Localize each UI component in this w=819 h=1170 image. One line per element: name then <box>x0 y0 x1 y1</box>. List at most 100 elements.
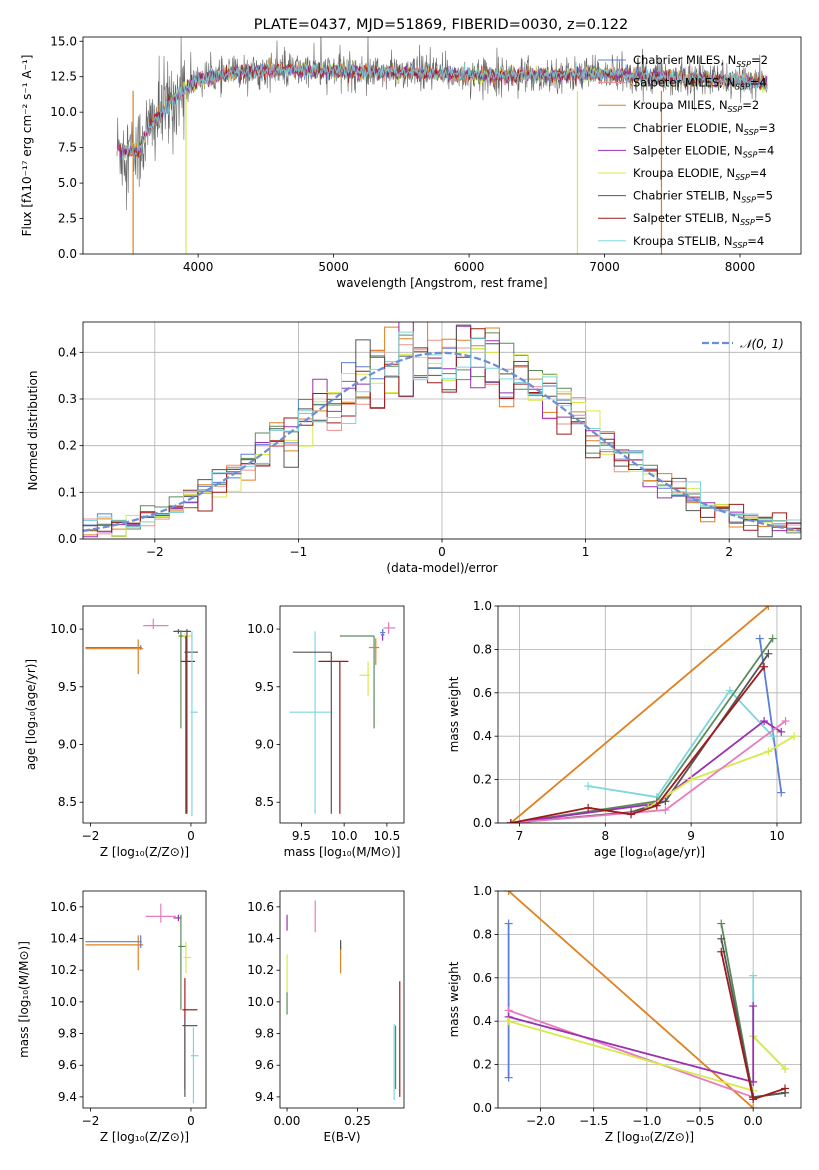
axes-age_vs_Z: −2 0 8.5 9.0 9.5 10.0 Z [log₁₀(Z/Z⊙)] age [log₁… <box>24 605 207 859</box>
y-tick-label: 0.0 <box>473 816 492 830</box>
y-axis-label: age [log₁₀(age/yr)] <box>24 659 38 770</box>
spectrum-line-kroupa_stelib <box>121 58 768 159</box>
weight-line-kroupa_elodie <box>647 735 795 809</box>
histogram-salpeter_stelib <box>83 328 801 539</box>
plot-area-mass_vs_Z <box>85 903 199 1104</box>
y-tick-label: 9.6 <box>58 1058 77 1072</box>
y-tick-label: 10.2 <box>50 963 77 977</box>
weight-line-kroupa_miles <box>510 606 769 823</box>
x-tick-label: −2 <box>82 829 100 843</box>
plot-area-weight_vs_age <box>506 606 799 823</box>
legend-entry: Kroupa STELIB, NSSP=4 <box>633 234 764 250</box>
y-tick-label: 9.0 <box>58 738 77 752</box>
legend-entry: Salpeter MILES, NSSP=4 <box>633 76 767 92</box>
weight-line-salpeter_elodie <box>508 1016 754 1083</box>
axes-residuals: −2 −1 0 1 2 0.0 0.1 0.2 0.3 0.4 (data-model)/error… <box>26 321 802 575</box>
x-tick-label: −1.0 <box>632 1114 661 1128</box>
y-tick-label: 0.0 <box>58 247 77 261</box>
y-tick-label: 10.0 <box>50 105 77 119</box>
y-tick-label: 10.0 <box>247 622 274 636</box>
x-tick-label: −1.5 <box>579 1114 608 1128</box>
figure-title: PLATE=0437, MJD=51869, FIBERID=0030, z=0… <box>254 17 628 33</box>
y-tick-label: 9.6 <box>255 1058 274 1072</box>
weight-line-salpeter_elodie <box>510 719 782 823</box>
y-tick-label: 1.0 <box>473 884 492 898</box>
x-tick-label: −2 <box>82 1114 100 1128</box>
y-tick-label: 0.1 <box>58 485 77 499</box>
y-tick-label: 9.5 <box>58 680 77 694</box>
axes-age_vs_mass: 9.5 10.0 10.5 8.5 9.0 9.5 10.0 mass [log₁₀(M/M⊙… <box>247 605 405 859</box>
y-tick-label: 9.8 <box>255 1027 274 1041</box>
x-tick-label: 7 <box>516 829 524 843</box>
x-tick-label: −0.5 <box>685 1114 714 1128</box>
axes-frame <box>279 605 405 824</box>
legend-entry: 𝒩(0, 1) <box>740 337 784 351</box>
y-tick-label: 0.4 <box>58 345 77 359</box>
y-tick-label: 10.2 <box>247 963 274 977</box>
y-tick-label: 8.5 <box>255 795 274 809</box>
y-tick-label: 9.8 <box>58 1027 77 1041</box>
axes-spectrum: 4000 5000 6000 7000 8000 0.0 2.5 5.0 7.5 10.0 12.5… <box>20 34 802 290</box>
y-tick-label: 0.4 <box>473 1014 492 1028</box>
axes-frame <box>497 605 802 824</box>
y-tick-label: 0.6 <box>473 686 492 700</box>
x-axis-label: E(B-V) <box>323 1130 360 1144</box>
legend-entry: Chabrier STELIB, NSSP=5 <box>633 189 773 205</box>
x-axis-label: wavelength [Angstrom, rest frame] <box>336 276 547 290</box>
legend-entry: Salpeter ELODIE, NSSP=4 <box>633 143 774 159</box>
x-tick-label: 1 <box>582 545 590 559</box>
y-tick-label: 12.5 <box>50 70 77 84</box>
axes-frame <box>82 605 207 824</box>
x-axis-label: age [log₁₀(age/yr)] <box>594 845 705 859</box>
axes-mass_vs_Z: −2 0 9.4 9.6 9.8 10.0 10.2 10.4 10.6 Z [log₁₀(Z/Z… <box>17 890 207 1144</box>
x-tick-label: 10 <box>769 829 784 843</box>
x-tick-label: 9 <box>687 829 695 843</box>
axes-frame <box>82 890 207 1109</box>
y-tick-label: 10.4 <box>50 932 77 946</box>
x-tick-label: 2 <box>725 545 733 559</box>
x-tick-label: 10.0 <box>331 829 358 843</box>
x-axis-label: (data-model)/error <box>386 561 497 575</box>
legend-entry: Chabrier MILES, NSSP=2 <box>633 53 768 69</box>
histogram-legend: 𝒩(0, 1) <box>702 337 784 351</box>
legend-entry: Kroupa MILES, NSSP=2 <box>633 98 759 114</box>
y-axis-label: mass [log₁₀(M/M⊙)] <box>17 941 31 1058</box>
legend-entry: Salpeter STELIB, NSSP=5 <box>633 211 772 227</box>
weight-line-kroupa_elodie <box>752 1035 786 1070</box>
weight-line-kroupa_stelib <box>752 975 786 1070</box>
y-tick-label: 2.5 <box>58 212 77 226</box>
spectrum-legend: Chabrier MILES, NSSP=2 Salpeter MILES, NS… <box>598 53 775 250</box>
x-axis-label: mass [log₁₀(M/M⊙)] <box>284 845 401 859</box>
legend-entry: Kroupa ELODIE, NSSP=4 <box>633 166 767 182</box>
weight-line-pink <box>508 1009 754 1099</box>
y-tick-label: 7.5 <box>58 141 77 155</box>
y-tick-label: 10.6 <box>247 900 274 914</box>
axes-frame <box>82 36 802 255</box>
x-tick-label: 4000 <box>183 260 214 274</box>
y-axis-label: Flux [fλ10⁻¹⁷ erg cm⁻² s⁻¹ A⁻¹] <box>20 55 34 237</box>
axes-weight_vs_Z: −2.0 −1.5 −1.0 −0.5 0.0 0.0 0.2 0.4 0.6 0.8 1.0 Z [… <box>447 884 802 1144</box>
y-tick-label: 9.0 <box>255 738 274 752</box>
weight-line-chabrier_stelib <box>510 653 770 823</box>
plot-area-age_vs_mass <box>289 622 396 814</box>
plot-area-residuals <box>83 322 801 539</box>
y-tick-label: 10.4 <box>247 932 274 946</box>
y-tick-label: 10.6 <box>50 900 77 914</box>
x-tick-label: 0 <box>187 829 195 843</box>
histogram-kroupa_stelib <box>83 331 801 539</box>
y-tick-label: 9.5 <box>255 680 274 694</box>
weight-line-chabrier_miles <box>758 638 783 793</box>
y-axis-label: Normed distribution <box>26 371 40 491</box>
x-axis-label: Z [log₁₀(Z/Z⊙)] <box>605 1130 694 1144</box>
x-tick-label: 0 <box>187 1114 195 1128</box>
gaussian-curve <box>83 351 801 532</box>
x-tick-label: 5000 <box>318 260 349 274</box>
x-tick-label: −1 <box>290 545 308 559</box>
y-tick-label: 0.3 <box>58 392 77 406</box>
x-tick-label: 0.0 <box>744 1114 763 1128</box>
y-tick-label: 9.4 <box>255 1090 274 1104</box>
x-axis-label: Z [log₁₀(Z/Z⊙)] <box>100 845 189 859</box>
y-axis-label: mass weight <box>447 676 461 752</box>
x-tick-label: −2.0 <box>526 1114 555 1128</box>
